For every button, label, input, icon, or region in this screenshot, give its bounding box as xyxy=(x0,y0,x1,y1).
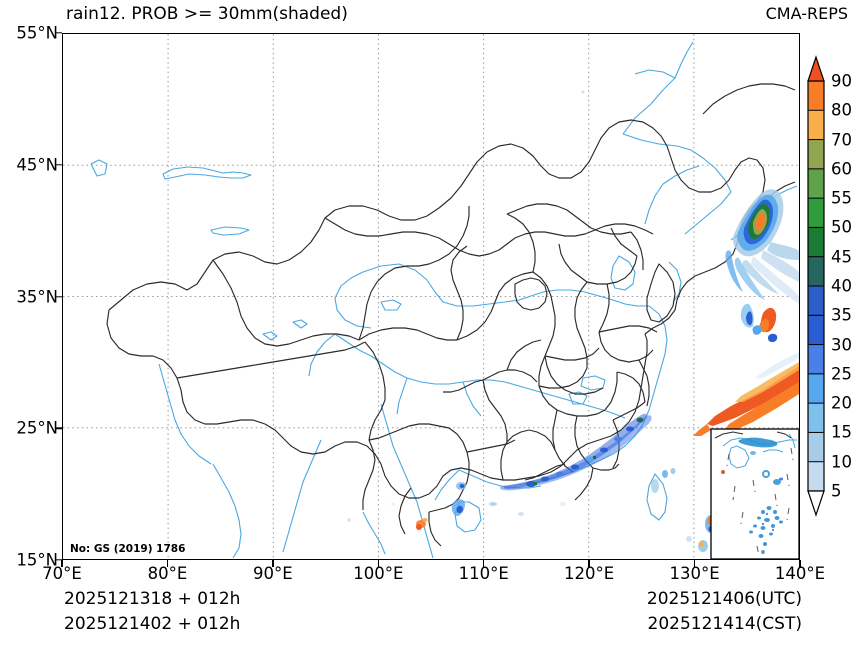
colorbar-tick-label: 60 xyxy=(831,159,852,179)
colorbar-under-arrow xyxy=(807,490,825,517)
y-tick-label: 45°N xyxy=(16,155,58,175)
colorbar-tick-label: 90 xyxy=(831,71,852,91)
colorbar-band xyxy=(808,461,824,492)
x-tickmark xyxy=(588,560,590,567)
x-tickmark xyxy=(693,560,696,567)
model-label: CMA-REPS xyxy=(765,4,848,23)
colorbar-tick-label: 50 xyxy=(831,217,852,237)
x-tickmark xyxy=(166,560,169,567)
x-tick-label: 100°E xyxy=(353,564,404,583)
x-axis-tickmarks xyxy=(61,560,801,567)
colorbar-tick-label: 30 xyxy=(831,335,852,355)
x-tick-label: 110°E xyxy=(458,564,509,583)
colorbar-band xyxy=(808,373,824,404)
administrative-boundaries xyxy=(106,83,796,547)
x-tick-label: 90°E xyxy=(253,564,293,583)
y-axis-tickmarks xyxy=(55,32,62,561)
x-axis-labels: 70°E 80°E 90°E 100°E 110°E 120°E 130°E 140°E xyxy=(42,564,825,588)
colorbar-tick-label: 35 xyxy=(831,305,852,325)
map-plot-area[interactable]: No: GS (2019) 1786 xyxy=(62,33,800,560)
x-tickmark xyxy=(61,560,63,567)
y-tickmark xyxy=(55,32,62,34)
map-credit-label: No: GS (2019) 1786 xyxy=(69,543,187,555)
colorbar-tick-label: 80 xyxy=(831,100,852,120)
x-tickmark xyxy=(272,560,274,567)
y-tickmark xyxy=(55,164,62,166)
valid-time-utc: 2025121406(UTC) xyxy=(646,589,802,609)
colorbar-tick-label: 55 xyxy=(831,188,852,208)
y-tick-label: 55°N xyxy=(16,23,58,43)
colorbar-band xyxy=(808,344,824,375)
colorbar-tick-label: 10 xyxy=(831,452,852,472)
colorbar-tick-label: 45 xyxy=(831,247,852,267)
x-tick-label: 120°E xyxy=(564,564,615,583)
colorbar-band xyxy=(808,256,824,287)
colorbar-band xyxy=(808,403,824,433)
x-tick-label: 80°E xyxy=(147,564,188,583)
map-canvas xyxy=(63,34,799,559)
map-gridlines xyxy=(63,34,799,559)
x-tick-label: 70°E xyxy=(42,564,82,583)
colorbar-tick-label: 70 xyxy=(831,130,852,150)
y-tick-label: 35°N xyxy=(16,287,58,306)
init-time-line-2: 2025121402 + 012h xyxy=(64,614,241,634)
colorbar-band xyxy=(808,168,824,199)
x-tickmark xyxy=(799,560,801,567)
colorbar[interactable] xyxy=(803,55,829,517)
colorbar-over-arrow xyxy=(807,55,825,82)
colorbar-tick-label: 15 xyxy=(831,422,852,442)
y-tickmark xyxy=(55,559,62,561)
x-tickmark xyxy=(377,560,379,567)
colorbar-tick-label: 40 xyxy=(831,276,852,296)
x-tickmark xyxy=(483,560,485,567)
x-tick-label: 140°E xyxy=(774,564,826,583)
colorbar-band xyxy=(808,198,824,228)
colorbar-labels: 5 10 15 20 25 30 35 40 45 50 55 60 70 80 90 xyxy=(829,55,860,517)
colorbar-tick-label: 20 xyxy=(831,393,852,413)
y-tickmark xyxy=(55,295,62,298)
colorbar-tick-label: 25 xyxy=(831,364,852,384)
colorbar-canvas xyxy=(807,55,825,517)
hydrography-layer xyxy=(90,41,798,559)
colorbar-band xyxy=(808,81,824,111)
x-tick-label: 130°E xyxy=(669,564,720,583)
colorbar-band xyxy=(808,432,824,463)
chart-title: rain12. PROB >= 30mm(shaded) xyxy=(66,4,348,24)
y-tick-label: 25°N xyxy=(16,418,58,438)
colorbar-tick-label: 5 xyxy=(831,481,842,501)
valid-time-cst: 2025121414(CST) xyxy=(647,614,802,634)
colorbar-band xyxy=(808,315,824,345)
init-time-line-1: 2025121318 + 012h xyxy=(64,589,241,609)
colorbar-band xyxy=(808,227,824,258)
y-tick-label: 15°N xyxy=(16,550,58,570)
y-axis-labels: 15°N 25°N 35°N 45°N 55°N xyxy=(0,24,58,570)
colorbar-band xyxy=(808,139,824,170)
colorbar-band xyxy=(808,286,824,316)
probability-shading-layer xyxy=(347,90,799,552)
south-china-sea-inset xyxy=(710,428,799,559)
y-tickmark xyxy=(55,427,62,429)
colorbar-band xyxy=(808,110,824,140)
